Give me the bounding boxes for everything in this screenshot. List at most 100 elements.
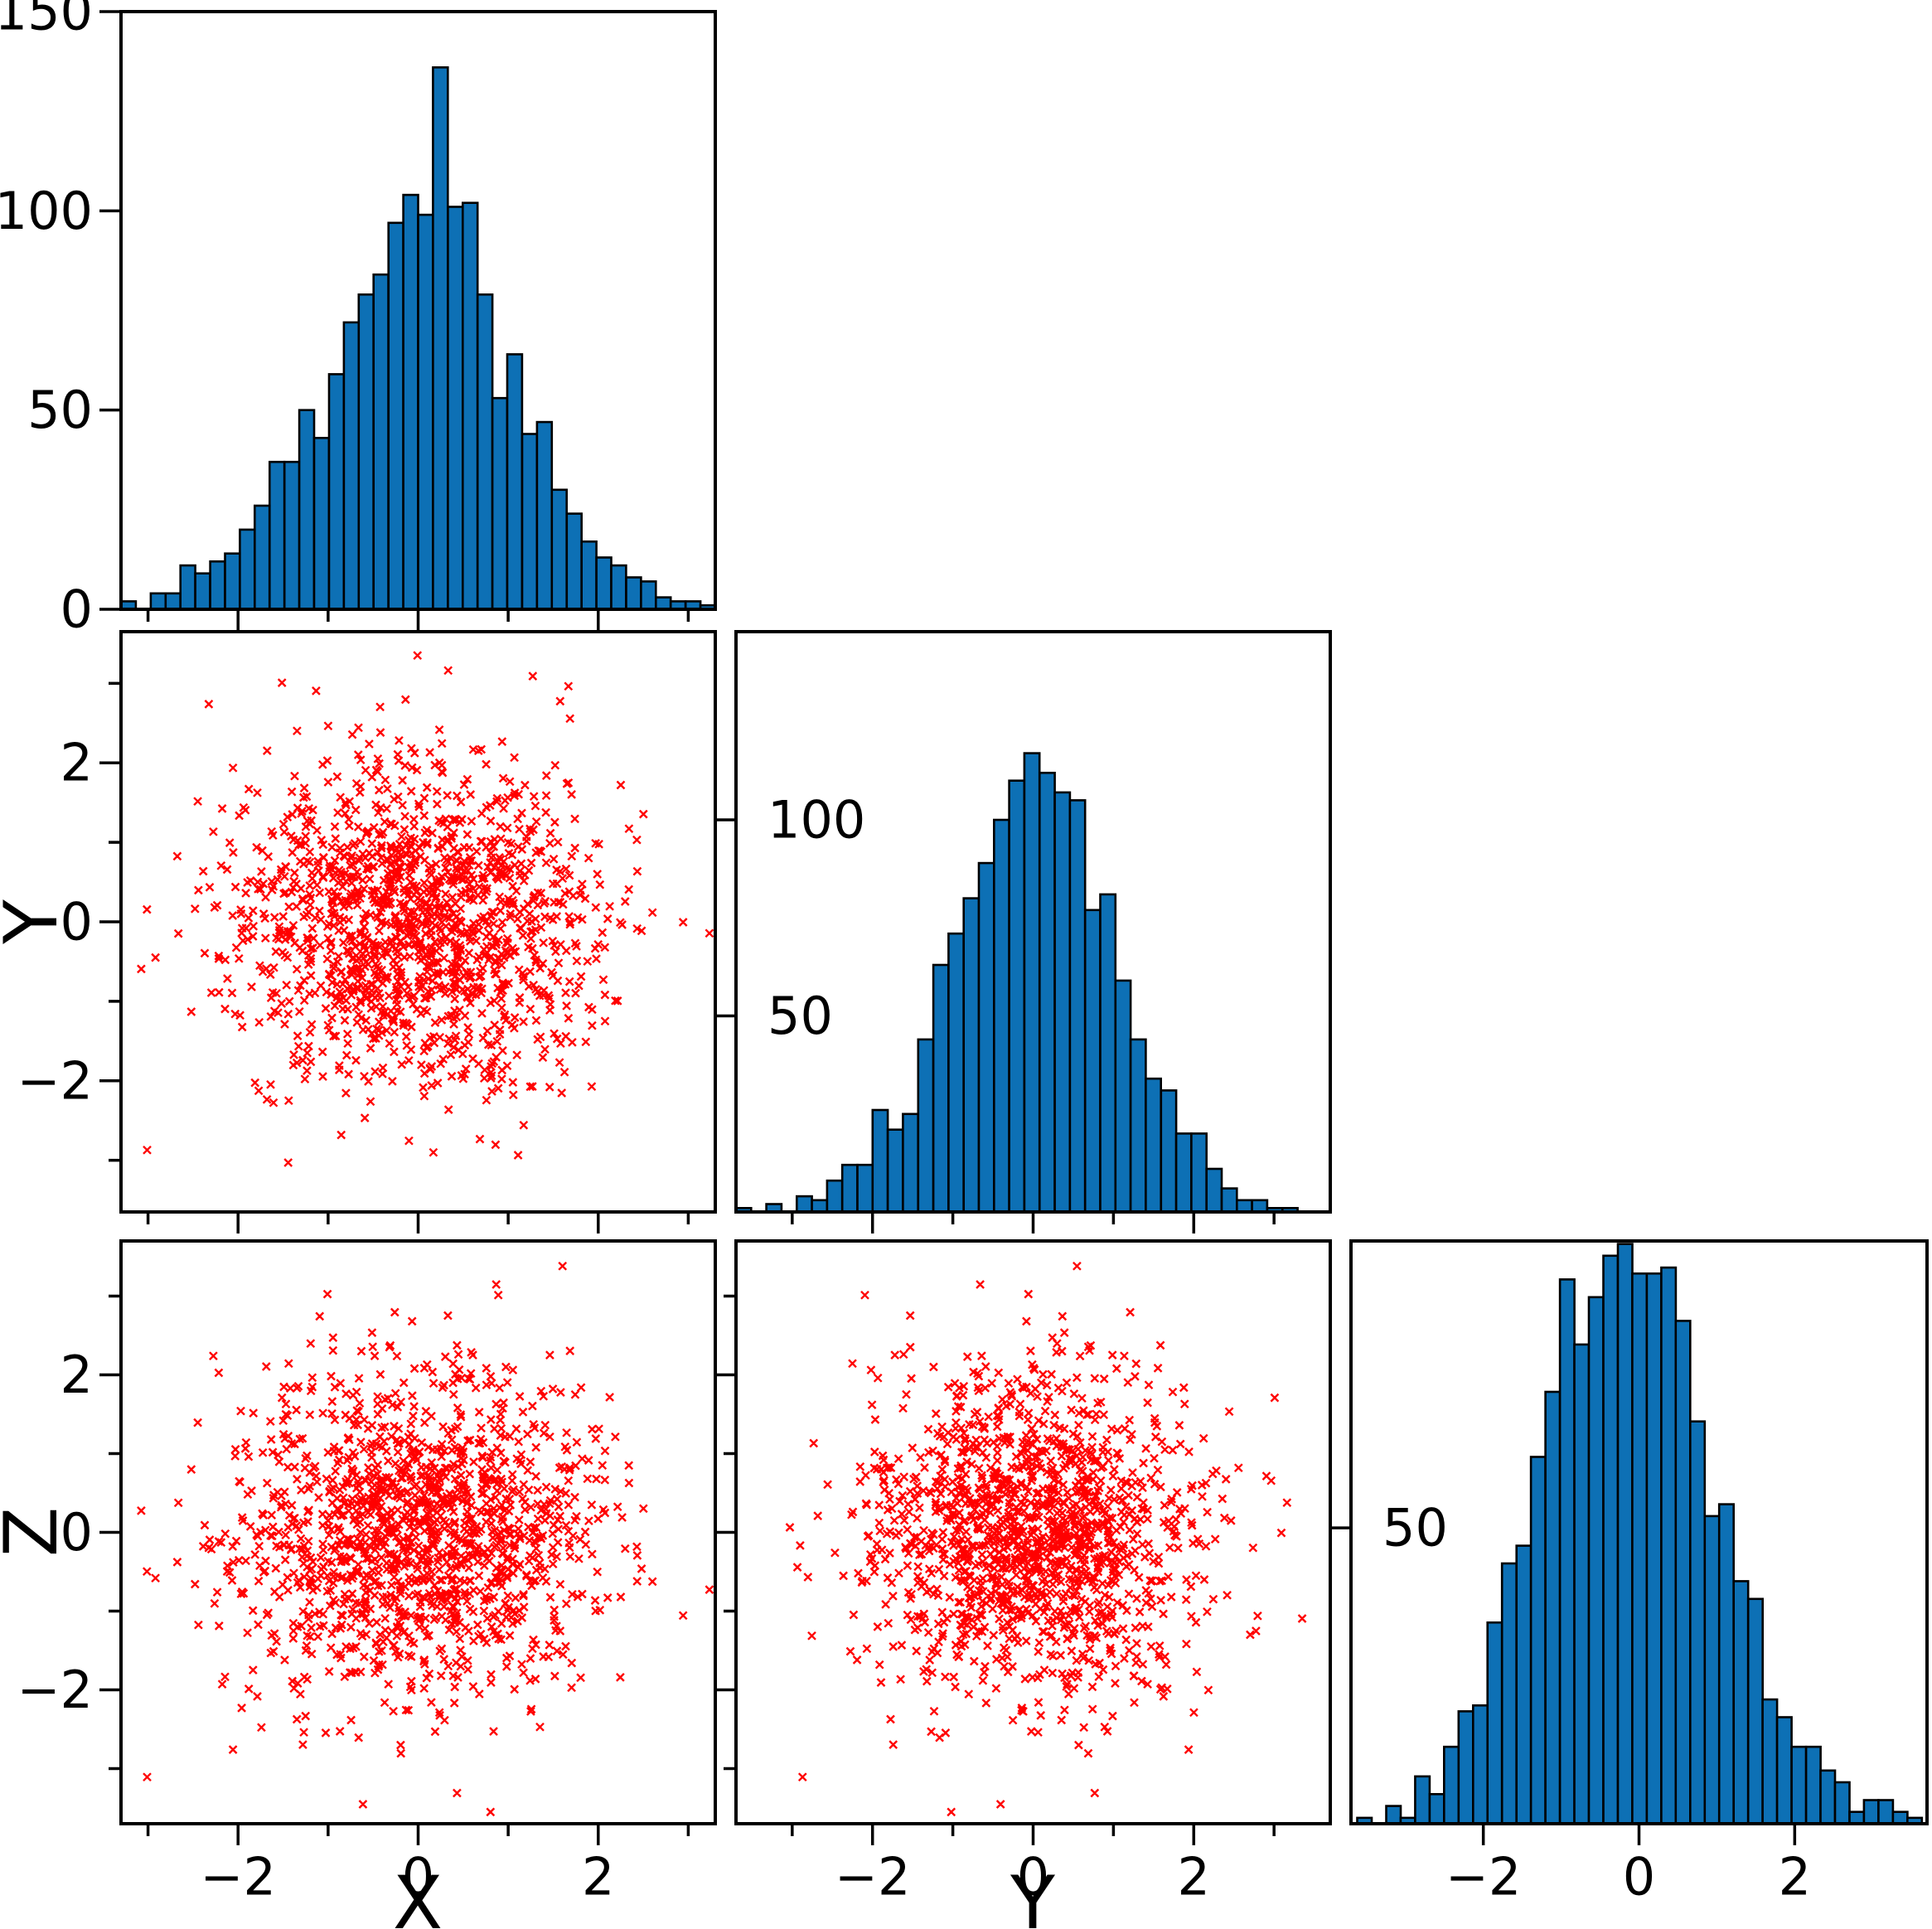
histogram-bar — [224, 552, 241, 611]
tick-label: 0 — [61, 892, 93, 952]
histogram-bar — [1023, 752, 1041, 1214]
tick-label: 150 — [0, 0, 93, 42]
tick-label: 2 — [61, 733, 93, 793]
histogram-bar — [840, 1163, 859, 1214]
x-markers — [785, 1261, 1307, 1817]
panel-scatter-xy: −2 0 2 — [17, 630, 717, 1233]
histogram-bar — [654, 596, 672, 611]
histogram-bar — [1443, 1745, 1460, 1825]
histogram-bar — [461, 201, 479, 611]
histogram-bar — [1220, 1187, 1238, 1214]
histogram-bar — [327, 373, 346, 611]
axes-spines — [119, 630, 717, 1214]
panel-hist-z: −2 0 2 50 — [1329, 1239, 1929, 1907]
histogram-bar — [253, 504, 271, 611]
panel-hist-y: 50 100 — [714, 630, 1332, 1233]
tick-label: 50 — [27, 380, 93, 440]
histogram-bar — [947, 932, 966, 1214]
histogram-bar — [1891, 1810, 1909, 1825]
histogram-bar — [565, 512, 583, 611]
tick-label: −2 — [17, 1050, 93, 1111]
panel-hist-x: 0 50 100 150 — [0, 0, 717, 640]
histogram-bar — [1746, 1597, 1764, 1825]
histogram-bar — [1515, 1544, 1533, 1825]
tick-label: 50 — [767, 986, 833, 1046]
histogram-bar — [149, 592, 167, 611]
histogram-bar — [1500, 1562, 1518, 1825]
x-axis-title-y: Y — [1010, 1860, 1055, 1929]
histogram-bar — [962, 897, 981, 1214]
tick-label: 100 — [0, 181, 93, 241]
axes-spines — [734, 1239, 1332, 1825]
tick-label: 100 — [767, 790, 865, 851]
histogram-bar — [1099, 893, 1117, 1214]
histogram-bar — [194, 572, 211, 611]
histogram-bar — [1848, 1810, 1866, 1825]
histogram-bar — [476, 293, 494, 611]
histogram-bar — [1631, 1272, 1649, 1825]
histogram-bar — [1068, 799, 1087, 1214]
histogram-bar — [1717, 1503, 1735, 1825]
histogram-bar — [1457, 1710, 1474, 1825]
histogram-bar — [535, 420, 554, 611]
scatter-points — [137, 651, 714, 1167]
axes-spines — [119, 1239, 717, 1825]
tick-label: 2 — [582, 1847, 614, 1907]
tick-label: −2 — [1445, 1847, 1521, 1907]
histogram-bar — [283, 460, 301, 611]
histogram-bar — [506, 353, 524, 611]
histogram-bar — [357, 293, 375, 611]
histogram-bar — [387, 221, 404, 611]
histogram-bar — [993, 818, 1010, 1214]
histogram-bar — [447, 206, 464, 611]
histogram-bar — [1008, 779, 1026, 1214]
histogram-bar — [1414, 1775, 1431, 1825]
tick-label: 0 — [1017, 1847, 1049, 1907]
x-axis-title-x: X — [392, 1860, 443, 1929]
histogram-bar — [1587, 1296, 1605, 1825]
histogram-bar — [1790, 1745, 1808, 1825]
histogram-bar — [179, 564, 196, 611]
histogram-bar — [239, 528, 256, 611]
histogram-bar — [1819, 1769, 1837, 1825]
histogram-bar — [1689, 1420, 1707, 1825]
histogram-bar — [856, 1163, 874, 1214]
y-axis-title-y: Y — [0, 899, 74, 944]
histogram-bar — [1428, 1793, 1445, 1825]
histogram-bar — [1558, 1278, 1576, 1825]
histogram-bar — [298, 409, 316, 611]
histogram-bar — [795, 1195, 813, 1214]
histogram-bar — [1877, 1799, 1895, 1825]
tick-label: 0 — [402, 1847, 434, 1907]
histogram-bar — [1114, 979, 1132, 1214]
histogram-bar — [1160, 1089, 1178, 1214]
histogram-bar — [640, 580, 657, 611]
histogram-bar — [1190, 1132, 1208, 1214]
histogram-bar — [1251, 1199, 1269, 1214]
histogram-bar — [1674, 1320, 1692, 1825]
tick-label: 0 — [61, 579, 93, 640]
histogram-bar — [811, 1199, 829, 1214]
histogram-bar — [886, 1128, 904, 1214]
tick-label: 2 — [61, 1345, 93, 1405]
tick-label: 50 — [1382, 1498, 1448, 1558]
histogram-bar — [1645, 1272, 1663, 1825]
tick-label: 2 — [1178, 1847, 1210, 1907]
tick-label: −2 — [201, 1847, 276, 1907]
histogram-bar — [1544, 1390, 1562, 1825]
histogram-bar — [342, 321, 361, 611]
histogram-bar — [977, 861, 995, 1214]
histogram-bar — [1573, 1343, 1591, 1825]
y-axis-title-z: Z — [0, 1507, 74, 1557]
histogram-bar — [625, 576, 642, 611]
histogram-bar — [902, 1112, 920, 1214]
histogram-bar — [871, 1108, 889, 1214]
histogram-bar — [164, 592, 182, 611]
tick-label: −2 — [835, 1847, 910, 1907]
histogram-bar — [1862, 1799, 1880, 1825]
histogram-bar — [917, 1038, 935, 1214]
histogram-bar — [432, 66, 449, 611]
histogram-bar — [1145, 1077, 1163, 1214]
histogram-bar — [1486, 1621, 1503, 1825]
